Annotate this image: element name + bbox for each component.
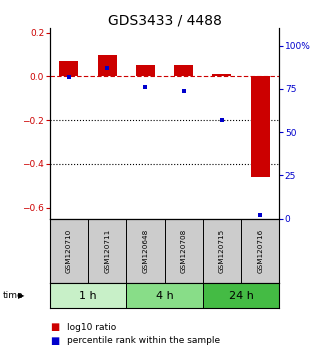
Text: GSM120715: GSM120715 bbox=[219, 229, 225, 273]
Text: ■: ■ bbox=[50, 336, 59, 346]
Text: log10 ratio: log10 ratio bbox=[67, 323, 117, 332]
Bar bbox=[126, 283, 203, 308]
Bar bbox=[50, 283, 126, 308]
Text: GSM120710: GSM120710 bbox=[66, 229, 72, 273]
Title: GDS3433 / 4488: GDS3433 / 4488 bbox=[108, 13, 221, 27]
Text: ▶: ▶ bbox=[18, 291, 24, 300]
Text: GSM120716: GSM120716 bbox=[257, 229, 263, 273]
Bar bbox=[251, 76, 270, 177]
Text: GSM120708: GSM120708 bbox=[181, 229, 187, 273]
Bar bbox=[203, 283, 279, 308]
Text: time: time bbox=[3, 291, 24, 300]
Bar bbox=[59, 61, 78, 76]
Text: 24 h: 24 h bbox=[229, 291, 254, 301]
Text: GSM120648: GSM120648 bbox=[143, 229, 148, 273]
Bar bbox=[212, 74, 231, 76]
Bar bbox=[136, 65, 155, 76]
Bar bbox=[98, 55, 117, 76]
Text: GSM120711: GSM120711 bbox=[104, 229, 110, 273]
Text: 1 h: 1 h bbox=[79, 291, 97, 301]
Bar bbox=[174, 65, 193, 76]
Text: 4 h: 4 h bbox=[156, 291, 173, 301]
Text: ■: ■ bbox=[50, 322, 59, 332]
Text: percentile rank within the sample: percentile rank within the sample bbox=[67, 336, 221, 345]
